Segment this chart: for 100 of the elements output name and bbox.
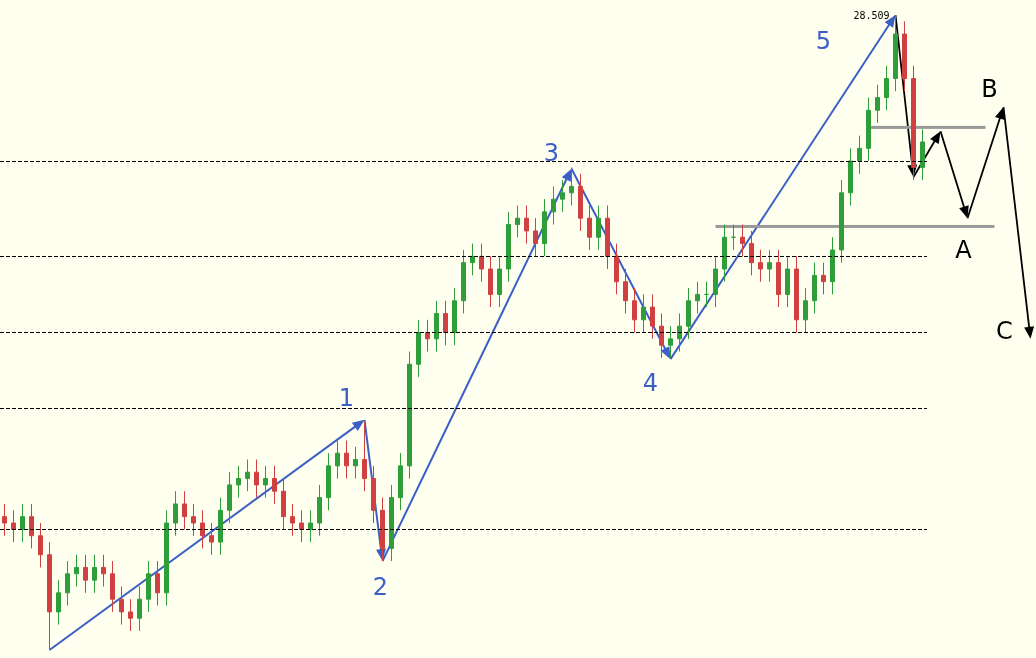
candlestick [758, 249, 763, 283]
candlestick [641, 293, 646, 333]
candlestick [20, 503, 25, 543]
candlestick [191, 503, 196, 537]
candlestick [110, 560, 115, 613]
candlestick [416, 319, 421, 378]
candlestick [308, 509, 313, 543]
text: A [955, 236, 973, 265]
candlestick [29, 503, 34, 549]
candlestick [695, 281, 700, 314]
candlestick [353, 446, 358, 480]
candlestick [578, 173, 583, 232]
candlestick [2, 503, 7, 537]
candlestick [677, 312, 682, 353]
candlestick [434, 300, 439, 353]
candlestick [128, 598, 133, 632]
candlestick [209, 522, 214, 556]
candlestick [164, 509, 169, 607]
candlestick [74, 554, 79, 587]
candlestick [407, 351, 412, 480]
candlestick [119, 586, 124, 626]
candlestick [470, 243, 475, 276]
candlestick [236, 465, 241, 499]
candlestick [245, 459, 250, 492]
candlestick [884, 65, 889, 111]
candlestick [848, 147, 853, 206]
annotation: 28.509 [853, 10, 890, 21]
candlestick [506, 211, 511, 283]
candlestick [101, 554, 106, 587]
candlestick [623, 268, 628, 314]
candlestick [542, 198, 547, 257]
candlestick [596, 205, 601, 251]
candlestick [551, 185, 556, 226]
candlestick [902, 20, 907, 92]
candlestick [56, 579, 61, 626]
candlestick [659, 312, 664, 359]
candlestick [389, 484, 394, 562]
candlestick [515, 205, 520, 238]
candlestick [812, 262, 817, 314]
candlestick [866, 97, 871, 162]
candlestick [155, 560, 160, 607]
candlestick [173, 490, 178, 537]
candlestick [650, 293, 655, 340]
candlestick [11, 509, 16, 543]
candlestick [767, 249, 772, 283]
candlestick [92, 554, 97, 594]
candlestick [587, 205, 592, 251]
candlestick [47, 541, 52, 651]
candlestick [137, 586, 142, 632]
candlestick [182, 490, 187, 530]
candlestick [497, 255, 502, 308]
candlestick [452, 287, 457, 346]
candlestick [263, 465, 268, 499]
candlestick [281, 478, 286, 530]
candlestick [254, 459, 259, 499]
candlestick [821, 262, 826, 295]
annotation: 5 [815, 27, 832, 55]
candlestick [560, 179, 565, 213]
candlestick [83, 554, 88, 594]
candlestick [803, 287, 808, 333]
candlestick [200, 509, 205, 549]
candlestick [686, 287, 691, 340]
candlestick [740, 224, 745, 257]
candlestick [488, 255, 493, 308]
candlestick [830, 236, 835, 295]
candlestick [344, 439, 349, 480]
candlestick [668, 325, 673, 359]
candlestick [524, 205, 529, 245]
candlestick [479, 243, 484, 283]
candlestick [839, 179, 844, 264]
candlestick [731, 224, 736, 251]
candlestick [425, 319, 430, 353]
candlestick [272, 465, 277, 505]
candlestick [326, 452, 331, 511]
candlestick [227, 471, 232, 524]
candlestick [299, 509, 304, 543]
candlestick [893, 14, 898, 92]
candlestick [38, 522, 43, 568]
candlestick [371, 465, 376, 524]
candlestick [704, 281, 709, 308]
candlestick [317, 484, 322, 537]
candlestick [218, 497, 223, 556]
candlestick [569, 166, 574, 206]
candlestick [875, 84, 880, 124]
candlestick [785, 255, 790, 308]
candlestick [461, 249, 466, 314]
candlestick [398, 452, 403, 511]
candlestick [362, 420, 367, 492]
candlestick [794, 255, 799, 333]
candlestick [380, 497, 385, 562]
text: C [996, 316, 1013, 345]
candlestick [857, 135, 862, 175]
candlestick [290, 503, 295, 537]
candlestick [605, 205, 610, 270]
candlestick [533, 217, 538, 257]
candlestick [713, 255, 718, 308]
annotation: 4 [642, 369, 659, 398]
annotation: 1 [338, 383, 355, 412]
annotation: 3 [543, 138, 560, 167]
annotation: 2 [372, 573, 389, 602]
